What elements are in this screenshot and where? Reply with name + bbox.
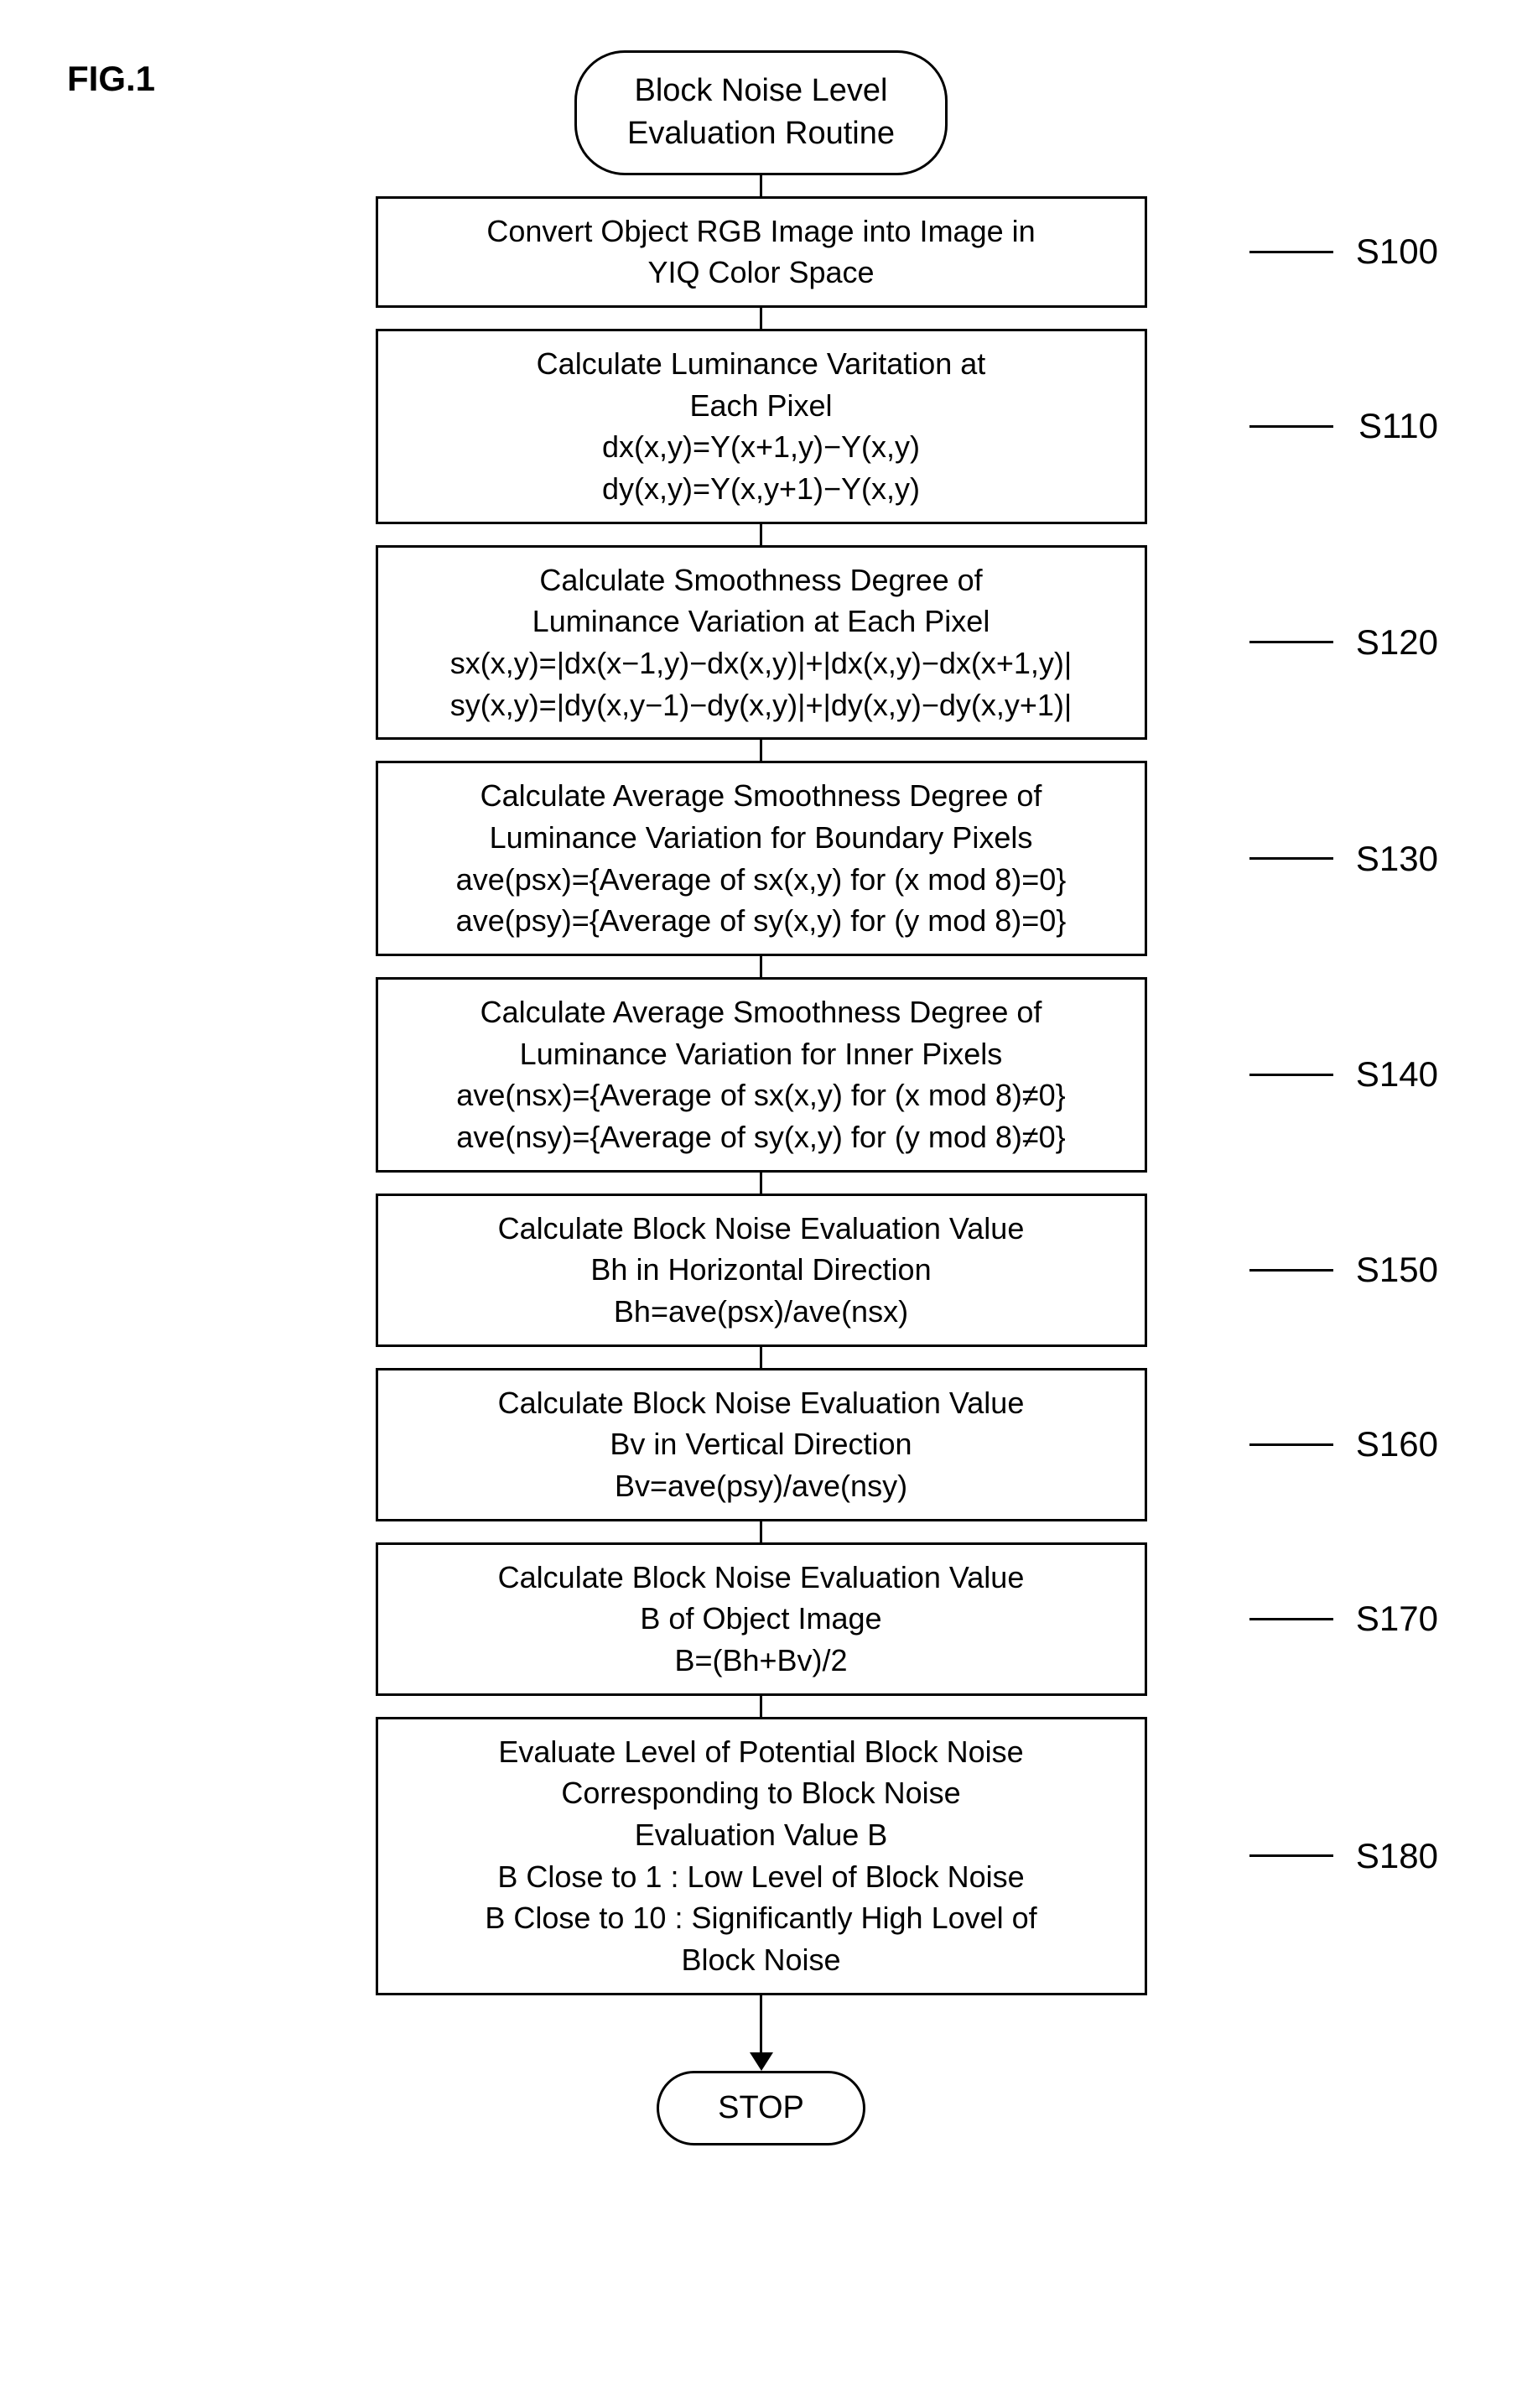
connector (760, 524, 762, 545)
arrow-down-icon (750, 2052, 773, 2071)
process-box: Calculate Block Noise Evaluation ValueBv… (376, 1368, 1147, 1521)
process-line: ave(nsy)={Average of sy(x,y) for (y mod … (402, 1116, 1121, 1158)
process-box: Calculate Smoothness Degree ofLuminance … (376, 545, 1147, 741)
step-wrapper: Calculate Block Noise Evaluation ValueBh… (34, 1194, 1488, 1347)
process-line: Bv in Vertical Direction (402, 1423, 1121, 1465)
step-wrapper: Calculate Block Noise Evaluation ValueBv… (34, 1368, 1488, 1521)
process-line: Evaluate Level of Potential Block Noise (402, 1731, 1121, 1773)
step-label-connector (1249, 1618, 1333, 1620)
process-box: Convert Object RGB Image into Image inYI… (376, 196, 1147, 308)
process-line: Calculate Average Smoothness Degree of (402, 775, 1121, 817)
process-line: ave(psx)={Average of sx(x,y) for (x mod … (402, 859, 1121, 901)
step-label: S140 (1356, 1054, 1438, 1095)
process-line: Calculate Block Noise Evaluation Value (402, 1208, 1121, 1250)
step-label: S130 (1356, 839, 1438, 879)
process-line: Calculate Luminance Varitation at (402, 343, 1121, 385)
step-label-connector (1249, 1854, 1333, 1857)
step-wrapper: Convert Object RGB Image into Image inYI… (34, 196, 1488, 308)
process-line: Calculate Average Smoothness Degree of (402, 991, 1121, 1033)
process-line: sy(x,y)=|dy(x,y−1)−dy(x,y)|+|dy(x,y)−dy(… (402, 684, 1121, 726)
step-wrapper: Calculate Average Smoothness Degree ofLu… (34, 761, 1488, 956)
step-label-connector (1249, 425, 1333, 428)
step-label: S180 (1356, 1836, 1438, 1876)
step-wrapper: Calculate Average Smoothness Degree ofLu… (34, 977, 1488, 1173)
process-line: Calculate Block Noise Evaluation Value (402, 1382, 1121, 1424)
start-line-2: Evaluation Routine (627, 112, 895, 155)
connector (760, 308, 762, 329)
process-line: sx(x,y)=|dx(x−1,y)−dx(x,y)|+|dx(x,y)−dx(… (402, 642, 1121, 684)
connector (760, 175, 762, 196)
step-label: S150 (1356, 1250, 1438, 1290)
figure-label: FIG.1 (67, 59, 155, 99)
figure-container: FIG.1 Block Noise Level Evaluation Routi… (34, 34, 1488, 2145)
process-line: YIQ Color Space (402, 252, 1121, 294)
step-wrapper: Evaluate Level of Potential Block NoiseC… (34, 1717, 1488, 1995)
step-label-connector (1249, 1443, 1333, 1446)
step-label-connector (1249, 251, 1333, 253)
connector (760, 1173, 762, 1194)
process-line: Corresponding to Block Noise (402, 1772, 1121, 1814)
steps-list: Convert Object RGB Image into Image inYI… (34, 196, 1488, 1995)
step-label: S110 (1358, 406, 1438, 446)
step-wrapper: Calculate Smoothness Degree ofLuminance … (34, 545, 1488, 741)
flowchart: Block Noise Level Evaluation Routine Con… (34, 34, 1488, 2145)
step-wrapper: Calculate Block Noise Evaluation ValueB … (34, 1542, 1488, 1696)
step-label: S170 (1356, 1599, 1438, 1639)
process-line: B Close to 10 : Significantly High Lovel… (402, 1897, 1121, 1939)
process-box: Calculate Block Noise Evaluation ValueB … (376, 1542, 1147, 1696)
process-line: Each Pixel (402, 385, 1121, 427)
process-line: Block Noise (402, 1939, 1121, 1981)
process-line: Bh in Horizontal Direction (402, 1249, 1121, 1291)
process-box: Calculate Block Noise Evaluation ValueBh… (376, 1194, 1147, 1347)
step-label: S160 (1356, 1424, 1438, 1464)
process-line: Calculate Smoothness Degree of (402, 559, 1121, 601)
process-line: B of Object Image (402, 1598, 1121, 1640)
process-box: Calculate Luminance Varitation atEach Pi… (376, 329, 1147, 524)
step-label-connector (1249, 1074, 1333, 1076)
process-line: dy(x,y)=Y(x,y+1)−Y(x,y) (402, 468, 1121, 510)
step-wrapper: Calculate Luminance Varitation atEach Pi… (34, 329, 1488, 524)
process-line: Calculate Block Noise Evaluation Value (402, 1557, 1121, 1599)
process-line: ave(nsx)={Average of sx(x,y) for (x mod … (402, 1074, 1121, 1116)
step-label-connector (1249, 641, 1333, 643)
process-line: B Close to 1 : Low Level of Block Noise (402, 1856, 1121, 1898)
connector (760, 1521, 762, 1542)
connector (760, 1995, 762, 2054)
step-label-connector (1249, 1269, 1333, 1272)
connector (760, 740, 762, 761)
connector (760, 1347, 762, 1368)
process-box: Evaluate Level of Potential Block NoiseC… (376, 1717, 1147, 1995)
process-line: Evaluation Value B (402, 1814, 1121, 1856)
start-terminal: Block Noise Level Evaluation Routine (574, 50, 948, 175)
connector (760, 1696, 762, 1717)
process-line: Luminance Variation for Boundary Pixels (402, 817, 1121, 859)
process-line: Luminance Variation at Each Pixel (402, 601, 1121, 642)
step-label: S120 (1356, 622, 1438, 663)
process-line: ave(psy)={Average of sy(x,y) for (y mod … (402, 900, 1121, 942)
step-label-connector (1249, 857, 1333, 860)
end-terminal: STOP (657, 2071, 865, 2145)
process-box: Calculate Average Smoothness Degree ofLu… (376, 977, 1147, 1173)
step-label: S100 (1356, 231, 1438, 272)
connector (760, 956, 762, 977)
process-line: Bh=ave(psx)/ave(nsx) (402, 1291, 1121, 1333)
process-line: Luminance Variation for Inner Pixels (402, 1033, 1121, 1075)
connector-final (750, 1995, 773, 2071)
start-line-1: Block Noise Level (627, 70, 895, 112)
process-box: Calculate Average Smoothness Degree ofLu… (376, 761, 1147, 956)
process-line: Bv=ave(psy)/ave(nsy) (402, 1465, 1121, 1507)
process-line: Convert Object RGB Image into Image in (402, 211, 1121, 252)
process-line: dx(x,y)=Y(x+1,y)−Y(x,y) (402, 426, 1121, 468)
process-line: B=(Bh+Bv)/2 (402, 1640, 1121, 1682)
